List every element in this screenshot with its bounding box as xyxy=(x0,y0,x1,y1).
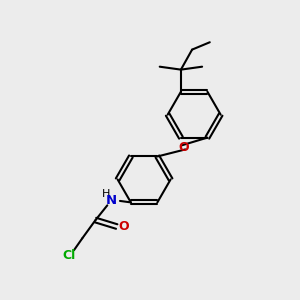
Text: O: O xyxy=(118,220,128,233)
Text: H: H xyxy=(102,189,111,200)
Text: N: N xyxy=(106,194,117,207)
Text: Cl: Cl xyxy=(62,250,75,262)
Text: O: O xyxy=(178,141,189,154)
